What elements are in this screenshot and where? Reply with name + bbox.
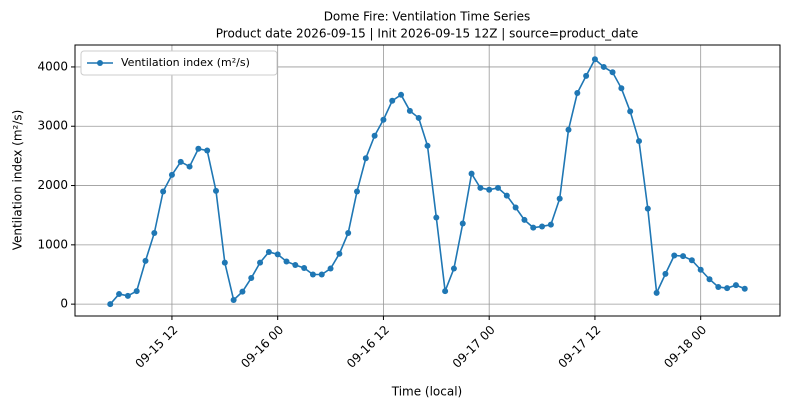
data-point: [221, 259, 228, 266]
data-point: [627, 108, 634, 115]
data-point: [151, 229, 158, 236]
x-tick-label: 09-18 00: [661, 323, 709, 371]
y-axis-label: Ventilation index (m²/s): [11, 110, 25, 251]
data-point: [116, 291, 123, 298]
data-point: [600, 63, 607, 70]
data-point: [732, 282, 739, 289]
data-point: [318, 271, 325, 278]
data-point: [415, 114, 422, 121]
data-point: [274, 251, 281, 258]
data-point: [486, 186, 493, 193]
plot-frame: [74, 44, 781, 317]
data-point: [177, 158, 184, 165]
x-tick-label: 09-16 12: [344, 323, 392, 371]
data-point: [653, 289, 660, 296]
data-point: [380, 116, 387, 123]
data-point: [124, 292, 131, 299]
data-point: [292, 262, 299, 269]
series-line: [109, 57, 746, 305]
data-point: [539, 223, 546, 230]
data-point: [512, 204, 519, 211]
legend-label: Ventilation index (m²/s): [121, 56, 250, 69]
data-point: [671, 252, 678, 259]
y-tick-label: 0: [60, 297, 68, 311]
data-point: [477, 184, 484, 191]
data-point: [345, 229, 352, 236]
data-point: [618, 85, 625, 92]
data-point: [362, 155, 369, 162]
data-point: [688, 257, 695, 264]
x-tick-label: 09-15 12: [132, 323, 180, 371]
data-point: [301, 264, 308, 271]
data-point: [556, 195, 563, 202]
data-point: [186, 163, 193, 170]
data-point: [636, 138, 642, 145]
data-point: [574, 90, 581, 97]
data-point: [724, 285, 731, 292]
y-tick-label: 1000: [37, 237, 68, 251]
data-point: [609, 69, 616, 76]
data-point: [354, 188, 360, 195]
data-point: [644, 205, 651, 212]
data-point: [495, 184, 501, 191]
data-point: [336, 250, 343, 257]
data-point: [406, 107, 413, 114]
x-axis-label: Time (local): [391, 385, 463, 399]
data-point: [468, 170, 475, 177]
data-point: [565, 126, 572, 133]
data-point: [230, 296, 237, 303]
data-point: [680, 253, 687, 260]
x-tick-label: 09-17 12: [555, 323, 603, 371]
y-tick-label: 2000: [37, 178, 68, 192]
data-point: [309, 271, 316, 278]
data-point: [503, 192, 510, 199]
data-point: [521, 216, 528, 223]
data-point: [257, 259, 264, 266]
data-point: [248, 275, 255, 282]
data-point: [327, 265, 334, 272]
data-point: [583, 72, 590, 79]
data-point: [715, 283, 722, 290]
x-tick-label: 09-17 00: [450, 323, 498, 371]
data-point: [459, 220, 466, 227]
data-point: [213, 187, 219, 194]
data-point: [662, 270, 669, 277]
data-point: [424, 142, 431, 149]
data-point: [142, 257, 149, 264]
data-point: [741, 285, 748, 292]
data-point: [107, 301, 114, 308]
data-point: [547, 221, 554, 228]
data-point: [283, 258, 290, 265]
legend-box: [80, 50, 278, 76]
data-point: [160, 188, 167, 195]
data-point: [530, 224, 537, 231]
data-point: [389, 97, 396, 104]
data-point: [697, 266, 704, 273]
data-point: [265, 248, 272, 255]
data-point: [239, 288, 246, 295]
y-tick-label: 4000: [37, 59, 68, 73]
data-point: [706, 276, 713, 283]
data-point: [195, 145, 202, 152]
x-tick-label: 09-16 00: [238, 323, 286, 371]
data-point: [371, 132, 378, 139]
data-point: [133, 288, 140, 295]
data-point: [204, 147, 211, 154]
y-tick-label: 3000: [37, 119, 68, 133]
data-point: [591, 56, 598, 63]
chart-title: Dome Fire: Ventilation Time Series: [324, 10, 531, 24]
data-point: [433, 214, 440, 221]
data-point: [398, 91, 405, 98]
data-point: [450, 265, 457, 272]
data-point: [442, 288, 449, 295]
legend-marker: [97, 60, 103, 66]
chart-subtitle: Product date 2026-09-15 | Init 2026-09-1…: [216, 27, 639, 41]
data-point: [168, 171, 175, 178]
